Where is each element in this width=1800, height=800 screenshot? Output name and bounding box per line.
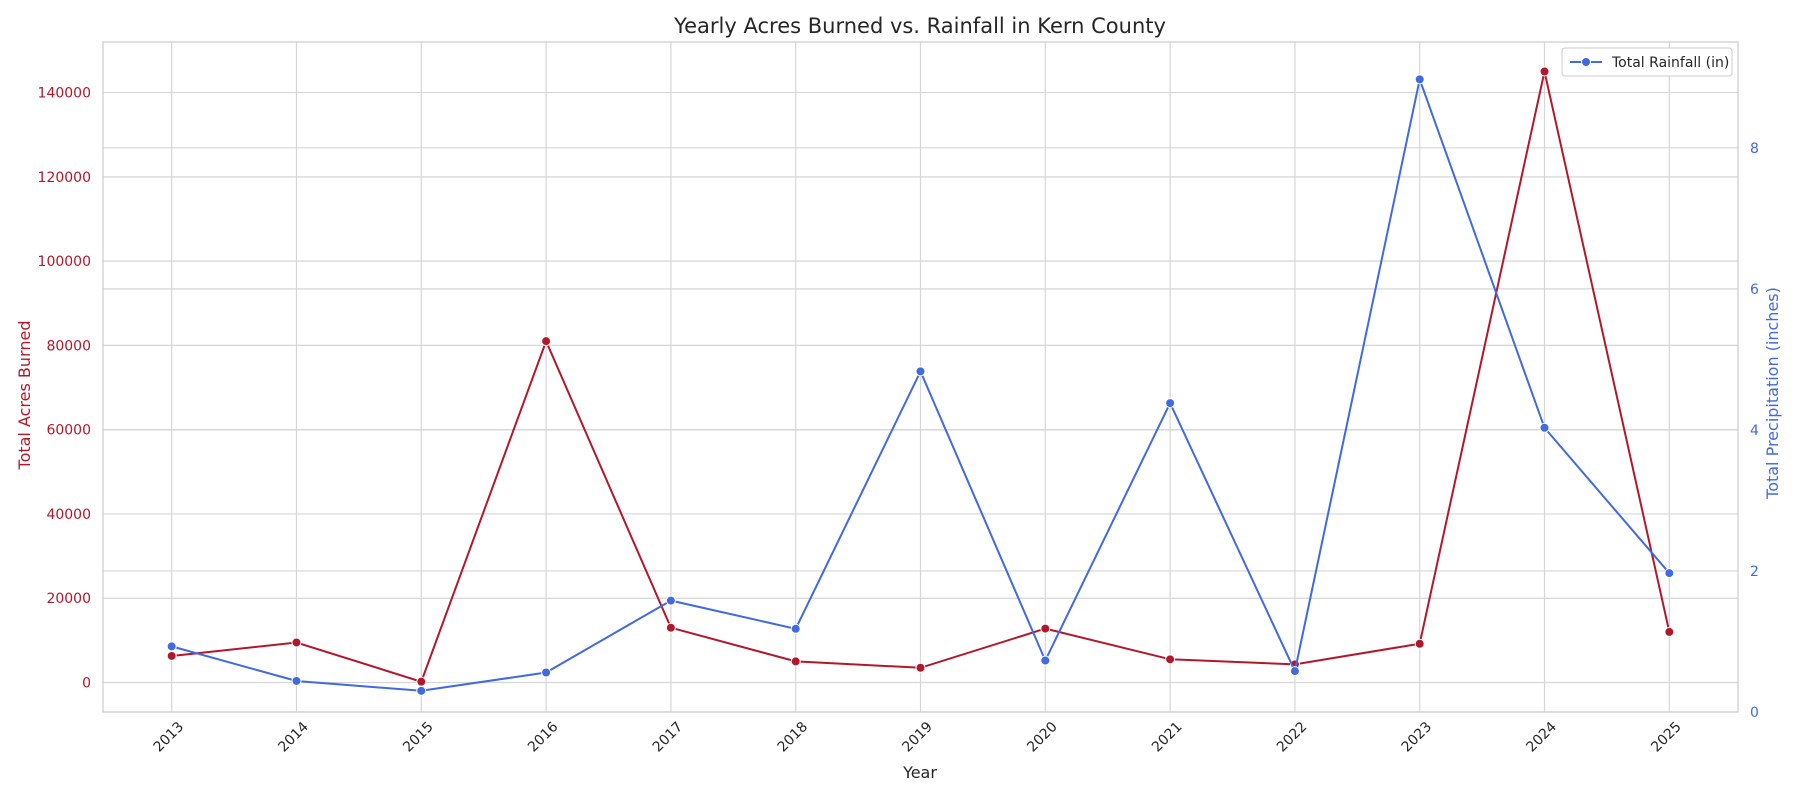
- right-y-axis-title: Total Precipitation (inches): [1763, 287, 1782, 500]
- left-y-tick-label: 40000: [46, 507, 91, 523]
- legend: Total Rainfall (in): [1561, 47, 1733, 77]
- left-y-axis-title: Total Acres Burned: [15, 321, 34, 471]
- x-tick-label: 2020: [1024, 719, 1061, 756]
- left-y-tick-label: 60000: [46, 423, 91, 439]
- x-axis-ticks: 2013 2014 2015 2016 2017 2018 2019 2020 2021 2022…: [151, 719, 1685, 756]
- acres-burned-point: [1040, 623, 1051, 634]
- left-y-tick-label: 140000: [38, 86, 91, 102]
- rainfall-point: [915, 366, 926, 377]
- x-tick-label: 2025: [1648, 719, 1685, 756]
- right-y-tick-label: 8: [1750, 141, 1759, 157]
- acres-burned-point: [790, 656, 801, 667]
- legend-box: [1561, 47, 1733, 77]
- legend-label: Total Rainfall (in): [1611, 55, 1729, 71]
- acres-burned-point: [665, 622, 676, 633]
- rainfall-point: [1165, 398, 1176, 409]
- x-tick-label: 2018: [775, 719, 812, 756]
- rainfall-point: [416, 685, 427, 696]
- acres-burned-point: [1414, 638, 1425, 649]
- x-tick-label: 2014: [275, 719, 312, 756]
- rainfall-point: [541, 667, 552, 678]
- x-tick-label: 2021: [1149, 719, 1186, 756]
- left-y-tick-label: 120000: [38, 170, 91, 186]
- x-axis-title: Year: [902, 763, 937, 782]
- right-y-tick-label: 2: [1750, 564, 1759, 580]
- rainfall-point: [291, 675, 302, 686]
- legend-marker: [1581, 57, 1591, 67]
- rainfall-point: [1040, 655, 1051, 666]
- chart-title: Yearly Acres Burned vs. Rainfall in Kern…: [673, 14, 1166, 38]
- plot-frame: [102, 41, 1739, 713]
- rainfall-point: [1414, 74, 1425, 85]
- acres-burned-point: [416, 676, 427, 687]
- grid: [103, 42, 1738, 713]
- acres-burned-point: [1165, 654, 1176, 665]
- x-tick-label: 2024: [1523, 719, 1560, 756]
- rainfall-point: [1289, 666, 1300, 677]
- series-layer: [166, 66, 1675, 696]
- acres-burned-point: [1539, 66, 1550, 77]
- x-tick-label: 2023: [1399, 719, 1436, 756]
- right-y-tick-label: 6: [1750, 282, 1759, 298]
- rainfall-point: [790, 623, 801, 634]
- x-tick-label: 2016: [525, 719, 562, 756]
- left-y-tick-label: 0: [82, 676, 91, 692]
- acres-burned-point: [915, 662, 926, 673]
- x-tick-label: 2017: [650, 719, 687, 756]
- rainfall-point: [1539, 422, 1550, 433]
- right-y-axis-ticks: 0 2 4 6 8: [1750, 141, 1759, 721]
- right-y-tick-label: 4: [1750, 423, 1759, 439]
- rainfall-point: [1664, 568, 1675, 579]
- x-tick-label: 2015: [400, 719, 437, 756]
- left-y-tick-label: 100000: [38, 254, 91, 270]
- x-tick-label: 2019: [899, 719, 936, 756]
- right-y-tick-label: 0: [1750, 705, 1759, 721]
- acres-burned-point: [541, 336, 552, 347]
- acres-burned-point: [291, 637, 302, 648]
- x-tick-label: 2013: [151, 719, 188, 756]
- left-y-axis-ticks: 0 20000 40000 60000 80000 100000 120000 140000: [38, 86, 91, 692]
- acres-burned-point: [1664, 626, 1675, 637]
- left-y-tick-label: 20000: [46, 591, 91, 607]
- acres-burned-point: [166, 650, 177, 661]
- rainfall-point: [166, 641, 177, 652]
- x-tick-label: 2022: [1274, 719, 1311, 756]
- left-y-tick-label: 80000: [46, 338, 91, 354]
- rainfall-point: [665, 595, 676, 606]
